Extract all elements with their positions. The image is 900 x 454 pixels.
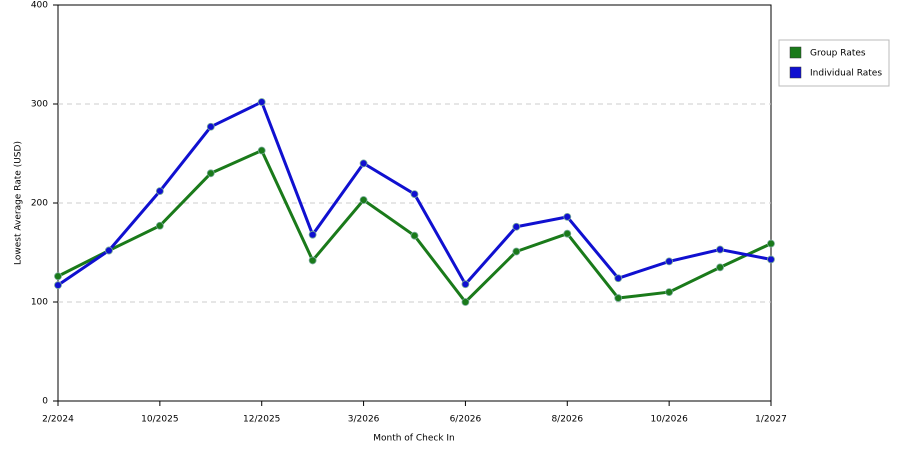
y-tick-label: 300 (31, 100, 48, 110)
data-point (206, 169, 215, 178)
x-tick-label: 10/2026 (650, 415, 688, 425)
x-tick-label: 6/2026 (450, 415, 482, 425)
y-axis-label: Lowest Average Rate (USD) (14, 141, 24, 265)
x-tick-label: 2/2024 (42, 415, 74, 425)
legend-swatch (789, 46, 802, 59)
data-point (563, 229, 572, 238)
legend-label: Group Rates (810, 49, 866, 59)
data-point (308, 256, 317, 265)
x-tick-label: 3/2026 (348, 415, 380, 425)
data-point (665, 257, 674, 266)
data-point (206, 122, 215, 131)
x-axis-label: Month of Check In (373, 434, 455, 444)
data-point (410, 231, 419, 240)
data-point (563, 212, 572, 221)
x-tick-label: 10/2025 (141, 415, 178, 425)
data-point (461, 280, 470, 289)
data-point (716, 263, 724, 272)
data-point (359, 159, 368, 168)
legend-swatch (789, 66, 802, 79)
data-point (512, 222, 521, 231)
x-tick-label: 8/2026 (551, 415, 583, 425)
data-point (155, 221, 164, 230)
data-point (512, 247, 521, 256)
x-tick-label: 1/2027 (755, 415, 787, 425)
data-point (257, 146, 266, 155)
data-point (105, 246, 113, 255)
y-tick-label: 0 (42, 397, 48, 407)
data-point (767, 239, 775, 248)
legend-box (778, 39, 890, 87)
y-tick-label: 200 (31, 199, 48, 209)
data-point (410, 190, 419, 198)
data-point (257, 98, 266, 106)
data-point (54, 272, 62, 281)
x-tick-label: 12/2025 (243, 415, 280, 425)
legend-label: Individual Rates (810, 69, 882, 79)
data-point (614, 294, 623, 302)
data-point (614, 274, 623, 283)
data-point (155, 187, 164, 196)
data-point (54, 281, 62, 290)
data-point (461, 298, 470, 306)
data-point (359, 196, 368, 204)
data-point (767, 255, 775, 264)
data-point (665, 288, 674, 297)
data-point (716, 245, 724, 254)
series-line (57, 148, 772, 305)
y-tick-label: 100 (31, 298, 48, 308)
y-tick-label: 400 (31, 1, 48, 11)
data-point (308, 230, 317, 239)
